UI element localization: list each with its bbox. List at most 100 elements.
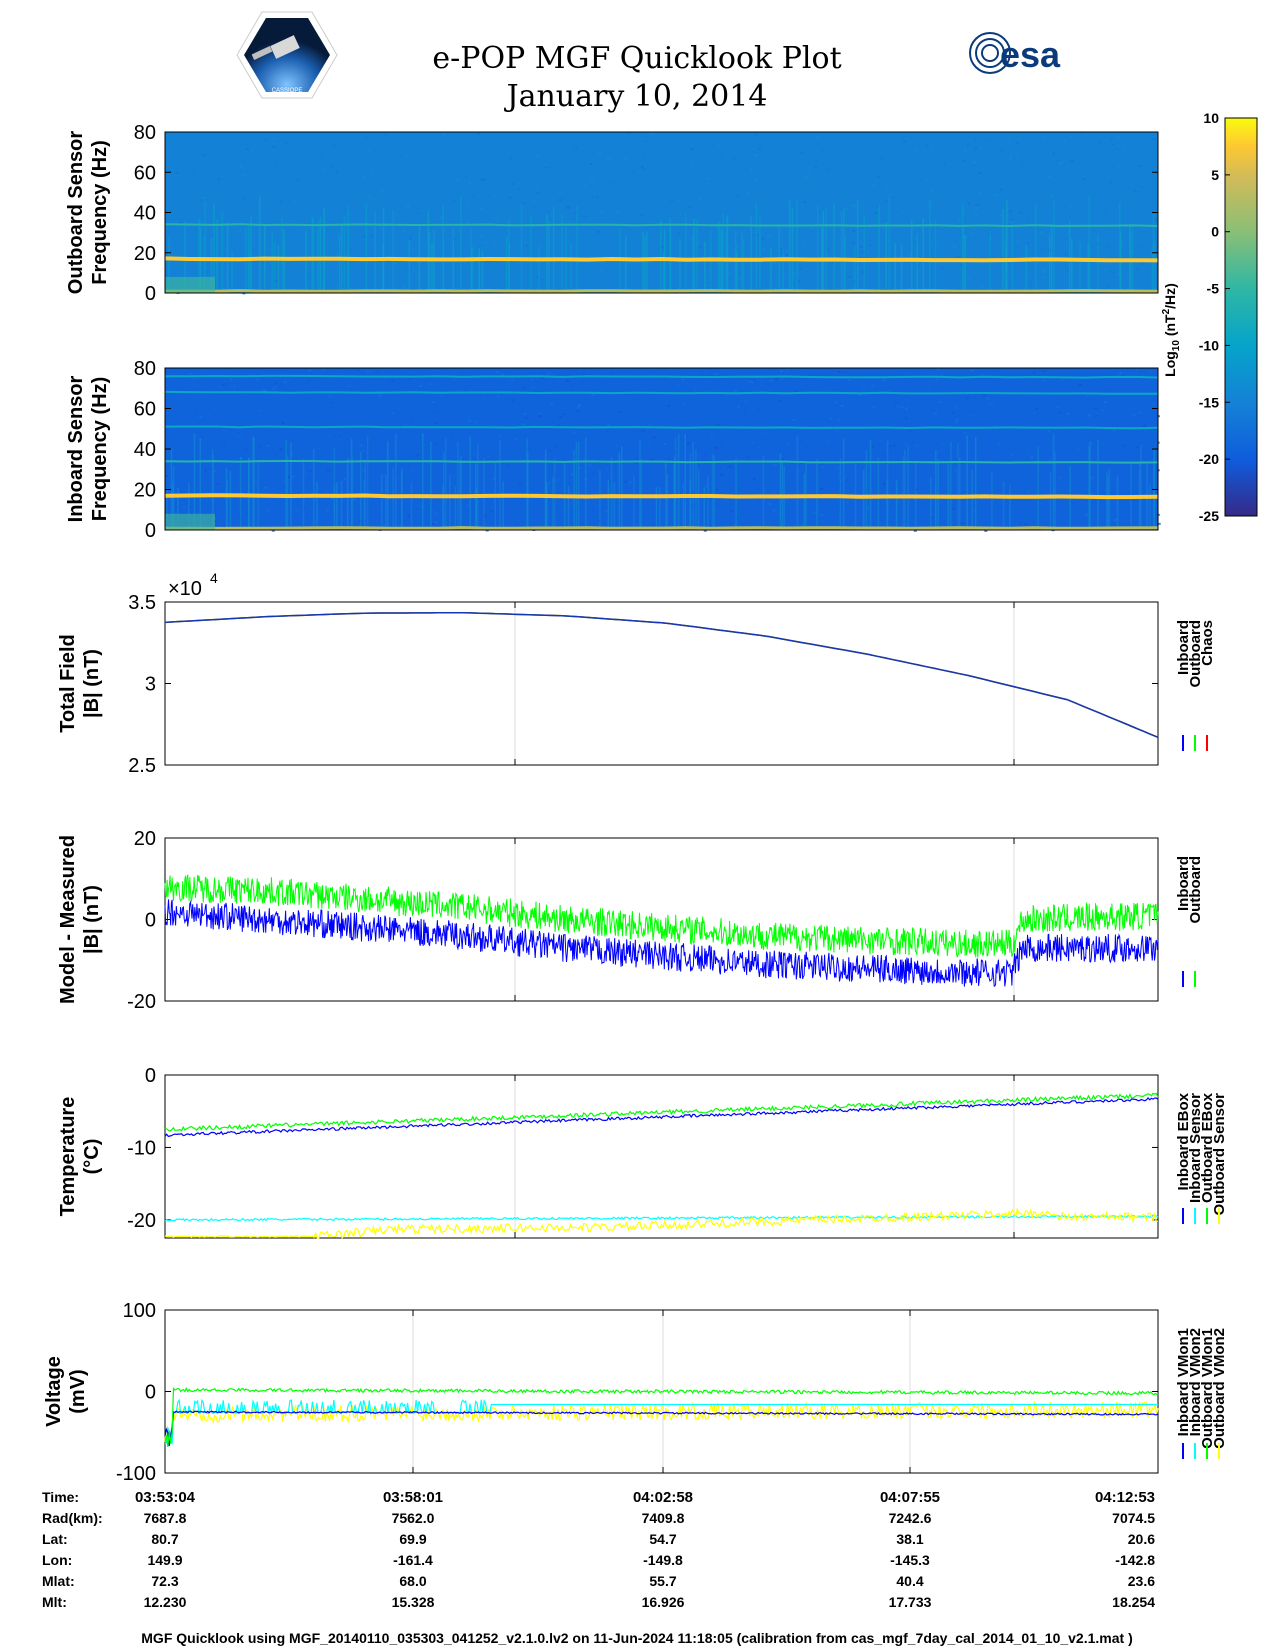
legend-label: Inboard xyxy=(1175,856,1192,911)
total-field-panel: 2.5 3 3.5 ×10 4 Total Field |B| (nT) InboardOut… xyxy=(57,570,1216,777)
panel-ylabel: Total Field |B| (nT) xyxy=(57,634,103,733)
footer-note: MGF Quicklook using MGF_20140110_035303_… xyxy=(141,1630,1132,1646)
plot-date: January 10, 2014 xyxy=(504,79,768,114)
ephemeris-cell: 7242.6 xyxy=(889,1510,932,1526)
ytick-label: -20 xyxy=(127,991,156,1013)
spectrogram-panel-inboard: 0 20 40 60 80 Inboard Sensor Frequency (Hz) xyxy=(65,358,1161,542)
ytick-label: 0 xyxy=(145,283,156,305)
series-line-outboard-vmon1 xyxy=(164,1386,1159,1447)
ephemeris-row-label: Lon: xyxy=(42,1552,72,1568)
legend-label: Outboard xyxy=(1187,856,1204,924)
ephemeris-cell: -145.3 xyxy=(890,1552,930,1568)
lowfreq-burst xyxy=(165,276,215,293)
ephemeris-cell: 40.4 xyxy=(896,1573,923,1589)
ytick-label: 60 xyxy=(134,399,156,421)
ephemeris-cell: 7409.8 xyxy=(642,1510,685,1526)
spectral-line xyxy=(164,526,1159,530)
mission-logo: CASSIOPE xyxy=(236,11,338,99)
ephemeris-cell: 149.9 xyxy=(147,1552,182,1568)
esa-logo-text: esa xyxy=(1000,34,1061,75)
esa-logo: esa xyxy=(969,32,1061,75)
legend-label: Inboard VMon2 xyxy=(1187,1328,1204,1436)
legend-label: Inboard Sensor xyxy=(1187,1093,1204,1203)
ytick-label: 0 xyxy=(145,520,156,542)
series-line-outboard-vmon2 xyxy=(164,1400,1159,1441)
legend-label: Outboard xyxy=(1187,620,1204,688)
ytick-label: 40 xyxy=(134,203,156,225)
colorbar-tick-5: -15 xyxy=(1199,394,1219,410)
axis-multiplier: ×10 xyxy=(168,578,202,600)
ephemeris-cell: 16.926 xyxy=(642,1594,685,1610)
panel-frame xyxy=(164,837,1159,1002)
ephemeris-cell: -161.4 xyxy=(393,1552,433,1568)
colorbar-label: Log10 (nT2/Hz) xyxy=(1161,283,1182,377)
ephemeris-cell: -149.8 xyxy=(643,1552,683,1568)
legend-label: Outboard EBox xyxy=(1199,1092,1216,1203)
legend-label: Outboard VMon2 xyxy=(1211,1328,1228,1449)
ephemeris-cell: 38.1 xyxy=(896,1531,923,1547)
series-line-inboard xyxy=(164,899,1159,987)
series-line-inboard-vmon2 xyxy=(164,1398,1158,1445)
series-line-inboard-ebox xyxy=(164,1096,1159,1138)
colorbar-tick-2: 0 xyxy=(1211,224,1219,240)
series-line-inboard xyxy=(164,612,1159,738)
spectral-line xyxy=(164,374,1159,379)
colorbar-tick-7: -25 xyxy=(1199,508,1219,524)
ephemeris-cell: 54.7 xyxy=(649,1531,676,1547)
colorbar-tick-6: -20 xyxy=(1199,451,1219,467)
spectral-line xyxy=(164,223,1159,228)
panel-ylabel: Model - Measured |B| (nT) xyxy=(57,835,103,1004)
panel-frame xyxy=(164,601,1159,766)
ephemeris-cell: 7074.5 xyxy=(1112,1510,1155,1526)
ephemeris-cell: 04:07:55 xyxy=(880,1489,940,1506)
spectrogram-background xyxy=(165,132,1158,293)
ephemeris-row-label: Rad(km): xyxy=(42,1510,103,1526)
ephemeris-row-label: Time: xyxy=(42,1489,79,1505)
ephemeris-cell: 03:53:04 xyxy=(135,1489,196,1506)
colorbar-tick-3: -5 xyxy=(1207,281,1220,297)
ephemeris-cell: 20.6 xyxy=(1128,1531,1155,1547)
series-line-outboard-sensor xyxy=(164,1207,1159,1239)
ytick-label: -20 xyxy=(127,1210,156,1232)
spectral-line xyxy=(164,459,1159,464)
ytick-label: 3.5 xyxy=(128,592,156,614)
ephemeris-table: Time: Rad(km): Lat: Lon: Mlat: Mlt: 03:53:04 76… xyxy=(42,1489,1155,1610)
ephemeris-cell: 04:12:53 xyxy=(1095,1489,1155,1506)
colorbar: 10 5 0 -5 -10 -15 -20 -25 Log10 (nT2/Hz) xyxy=(1161,110,1258,524)
legend-label: Chaos xyxy=(1199,620,1216,666)
ephemeris-cell: 18.254 xyxy=(1112,1594,1155,1610)
panel-ylabel: Voltage (mV) xyxy=(43,1356,89,1427)
ephemeris-cell: 55.7 xyxy=(649,1573,676,1589)
ytick-label: -10 xyxy=(127,1137,156,1159)
ytick-label: 60 xyxy=(134,162,156,184)
spectrogram-panel-outboard: 0 20 40 60 80 Outboard Sensor Frequency (Hz) xyxy=(65,122,1159,305)
ephemeris-cell: 12.230 xyxy=(144,1594,187,1610)
ytick-label: 100 xyxy=(123,1300,156,1322)
spectral-line xyxy=(164,425,1159,430)
ytick-label: 80 xyxy=(134,358,156,380)
panel-ylabel: Outboard Sensor Frequency (Hz) xyxy=(65,131,111,295)
ytick-label: 20 xyxy=(134,828,156,850)
colorbar-tick-0: 10 xyxy=(1203,110,1219,126)
ytick-label: 20 xyxy=(134,480,156,502)
legend-label: Inboard VMon1 xyxy=(1175,1328,1192,1436)
ephemeris-row-label: Lat: xyxy=(42,1531,68,1547)
ephemeris-row-label: Mlt: xyxy=(42,1594,67,1610)
spectral-line xyxy=(165,289,1159,293)
spectral-line xyxy=(164,493,1159,500)
model-measured-panel: -20 0 20 Model - Measured |B| (nT) InboardOut… xyxy=(57,828,1204,1013)
legend-label: Outboard VMon1 xyxy=(1199,1328,1216,1449)
ephemeris-cell: 80.7 xyxy=(151,1531,178,1547)
series-line-inboard-vmon1 xyxy=(164,1410,1159,1446)
colorbar-tick-1: 5 xyxy=(1211,167,1219,183)
ytick-label: 3 xyxy=(145,674,156,696)
panel-ylabel: Temperature (°C) xyxy=(57,1097,103,1217)
legend-label: Outboard Sensor xyxy=(1211,1093,1228,1216)
spectral-line xyxy=(164,256,1159,263)
panel-ylabel: Inboard Sensor Frequency (Hz) xyxy=(65,375,111,522)
ephemeris-row-label: Mlat: xyxy=(42,1573,75,1589)
ytick-label: 20 xyxy=(134,243,156,265)
ephemeris-cell: 03:58:01 xyxy=(383,1489,443,1506)
voltage-panel: -100 0 100 Voltage (mV) Inboard VMon1Inboard … xyxy=(43,1300,1228,1485)
axis-exponent: 4 xyxy=(210,570,218,586)
